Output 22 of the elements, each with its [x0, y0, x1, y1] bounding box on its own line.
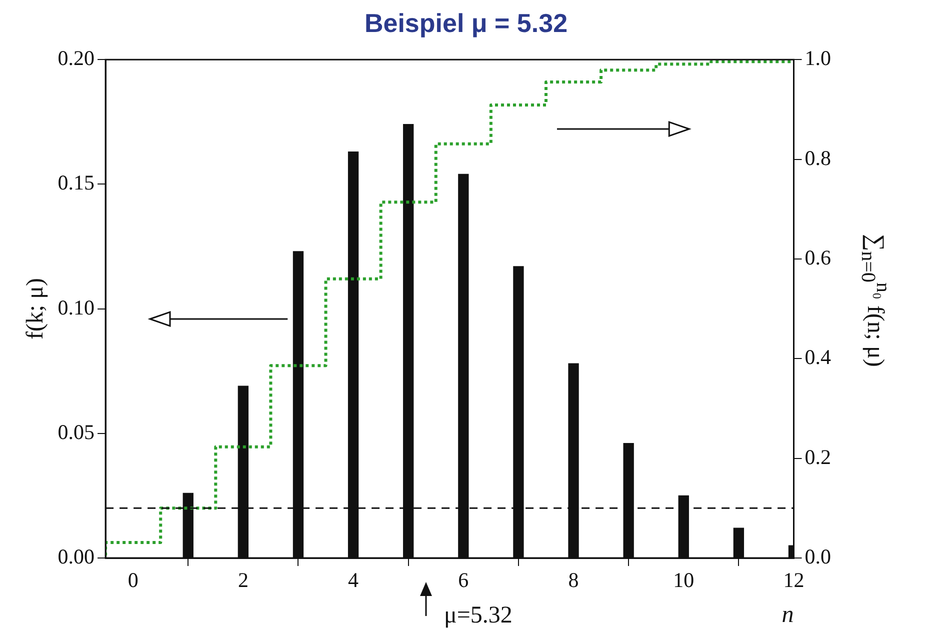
chart-title: Beispiel μ = 5.32 — [363, 8, 569, 40]
y-tick-label: 0.20 — [58, 46, 95, 70]
x-tick-label: 10 — [673, 568, 694, 592]
x-tick-label: 12 — [783, 568, 804, 592]
y-tick-label: 0.00 — [58, 544, 95, 569]
y-tick-label: 0.05 — [58, 420, 95, 444]
x-tick-label: 2 — [238, 568, 248, 592]
y-tick-label: 0.15 — [58, 170, 95, 195]
y-tick-label: 0.10 — [58, 295, 95, 320]
x-axis-title: n — [782, 602, 794, 628]
y2-tick-label: 1.0 — [804, 46, 831, 70]
x-tick-label: 4 — [348, 568, 360, 592]
y2-tick-label: 0.2 — [804, 444, 831, 469]
y2-tick-label: 0.0 — [804, 544, 831, 569]
y2-tick-label: 0.8 — [804, 146, 831, 170]
text: μ=5.32 — [444, 602, 512, 628]
y2-tick-label: 0.4 — [804, 345, 832, 370]
x-tick-label: 8 — [568, 568, 579, 592]
x-tick-label: 0 — [128, 568, 138, 592]
y-axis-title: f(k; μ) — [22, 278, 49, 340]
y2-tick-label: 0.6 — [804, 245, 831, 270]
x-tick-label: 6 — [458, 568, 469, 592]
